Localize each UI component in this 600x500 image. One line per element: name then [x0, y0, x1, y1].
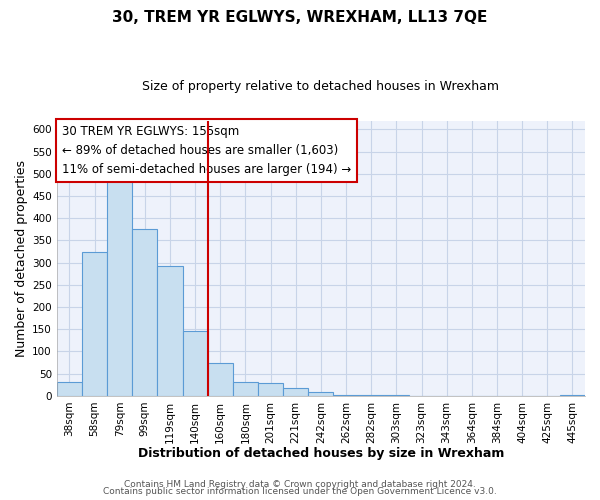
Title: Size of property relative to detached houses in Wrexham: Size of property relative to detached ho…: [142, 80, 499, 93]
Bar: [308, 392, 334, 396]
Bar: [57, 382, 82, 396]
Text: Contains HM Land Registry data © Crown copyright and database right 2024.: Contains HM Land Registry data © Crown c…: [124, 480, 476, 489]
X-axis label: Distribution of detached houses by size in Wrexham: Distribution of detached houses by size …: [138, 447, 504, 460]
Bar: [208, 362, 233, 396]
Bar: [258, 383, 283, 396]
Bar: [157, 266, 182, 396]
Bar: [283, 388, 308, 396]
Bar: [233, 382, 258, 396]
Bar: [182, 332, 208, 396]
Bar: [334, 395, 359, 396]
Bar: [82, 252, 107, 396]
Text: 30, TREM YR EGLWYS, WREXHAM, LL13 7QE: 30, TREM YR EGLWYS, WREXHAM, LL13 7QE: [112, 10, 488, 25]
Y-axis label: Number of detached properties: Number of detached properties: [15, 160, 28, 356]
Text: Contains public sector information licensed under the Open Government Licence v3: Contains public sector information licen…: [103, 488, 497, 496]
Bar: [107, 182, 132, 396]
Text: 30 TREM YR EGLWYS: 155sqm
← 89% of detached houses are smaller (1,603)
11% of se: 30 TREM YR EGLWYS: 155sqm ← 89% of detac…: [62, 124, 352, 176]
Bar: [132, 230, 157, 396]
